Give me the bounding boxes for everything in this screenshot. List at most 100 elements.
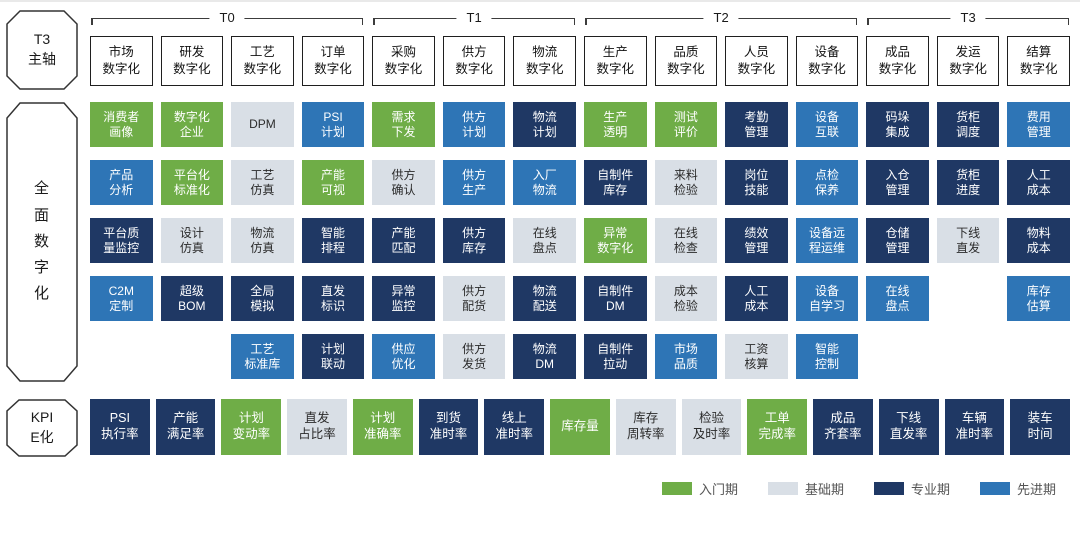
capability-cell: 供方 确认 [372, 160, 435, 205]
capability-cell: 设备 自学习 [795, 276, 859, 321]
kpi-cell: 车辆 准时率 [944, 399, 1005, 455]
capability-cell: 自制件 库存 [584, 160, 647, 205]
capability-cell: 码垛 集成 [866, 102, 929, 147]
capability-cell: 超级 BOM [160, 276, 224, 321]
legend-item: 专业期 [873, 479, 950, 498]
capability-cell: 人工 成本 [1007, 160, 1070, 205]
capability-cell: 数字化 企业 [160, 102, 224, 147]
kpi-cell: 产能 满足率 [155, 399, 216, 455]
capability-cell: 物流 配送 [513, 276, 576, 321]
capability-cell: 直发 标识 [301, 276, 365, 321]
legend-label: 专业期 [910, 482, 950, 497]
kpi-cell: 计划 准确率 [352, 399, 413, 455]
column-header: 市场 数字化 [90, 36, 153, 86]
column-header: 人员 数字化 [725, 36, 788, 86]
phase-label: T1 [456, 10, 492, 25]
column-header: 设备 数字化 [795, 36, 859, 86]
kpi-cell: 直发 占比率 [287, 399, 347, 455]
capability-cell: 平台质 量监控 [90, 218, 153, 263]
capability-cell: DPM [231, 102, 294, 147]
capability-cell: 智能 控制 [795, 334, 859, 379]
capability-cell: 供应 优化 [372, 334, 435, 379]
capability-cell: 计划 联动 [301, 334, 365, 379]
capability-cell: 生产 透明 [584, 102, 647, 147]
capability-cell: 在线 盘点 [513, 218, 576, 263]
column-header: 品质 数字化 [654, 36, 718, 86]
full-digitalization-label: 全 面 数 字 化 [33, 180, 50, 303]
octagon-shape [6, 10, 78, 90]
legend-swatch-basic [767, 482, 798, 495]
capability-cell: C2M 定制 [90, 276, 153, 321]
column-header: 研发 数字化 [160, 36, 224, 86]
capability-cell: 成本 检验 [654, 276, 718, 321]
capability-cell: 下线 直发 [936, 218, 1000, 263]
capability-cell: 供方 生产 [442, 160, 506, 205]
capability-cell: 智能 排程 [301, 218, 365, 263]
capability-cell: 点检 保养 [795, 160, 859, 205]
capability-cell: 消费者 画像 [90, 102, 153, 147]
capability-cell: 物流 仿真 [231, 218, 294, 263]
capability-cell: 自制件 DM [584, 276, 647, 321]
column-header-row: 市场 数字化 研发 数字化 工艺 数字化 订单 数字化 采购 数字化 供方 数字化 物流 数… [90, 36, 1070, 86]
column-header: 供方 数字化 [442, 36, 506, 86]
column-header: 工艺 数字化 [231, 36, 294, 86]
capability-cell: 供方 库存 [442, 218, 506, 263]
capability-cell: 考勤 管理 [725, 102, 788, 147]
capability-cell: 物料 成本 [1007, 218, 1070, 263]
maturity-legend: 入门期 基础期 专业期 先进期 [90, 479, 1070, 498]
capability-cell: 异常 数字化 [584, 218, 647, 263]
capability-cell: 来料 检验 [654, 160, 718, 205]
capability-cell: 市场 品质 [654, 334, 718, 379]
legend-item: 先进期 [979, 479, 1056, 498]
capability-cell: 产能 可视 [301, 160, 365, 205]
capability-cell: 工艺 标准库 [231, 334, 294, 379]
phase-bracket-t0: T0 [90, 8, 364, 28]
capability-cell: 全局 模拟 [231, 276, 294, 321]
capability-cell: PSI 计划 [301, 102, 365, 147]
capability-cell: 设备 互联 [795, 102, 859, 147]
legend-label: 基础期 [804, 482, 844, 497]
capability-cell: 货柜 调度 [936, 102, 1000, 147]
phase-label: T0 [209, 10, 245, 25]
kpi-cell: 库存 周转率 [615, 399, 676, 455]
capability-cell: 需求 下发 [372, 102, 435, 147]
capability-grid: 消费者 画像 数字化 企业 DPM PSI 计划 需求 下发 供方 计划 物流 计划 生产 透… [90, 102, 1070, 379]
phase-label: T2 [703, 10, 739, 25]
kpi-cell: PSI 执行率 [90, 399, 150, 455]
phase-bracket-t3: T3 [866, 8, 1070, 28]
capability-cell: 供方 配货 [442, 276, 506, 321]
column-header: 物流 数字化 [513, 36, 576, 86]
column-header: 订单 数字化 [301, 36, 365, 86]
kpi-cell: 计划 变动率 [221, 399, 282, 455]
capability-cell: 设计 仿真 [160, 218, 224, 263]
legend-swatch-professional [873, 482, 904, 495]
phase-bracket-t1: T1 [372, 8, 576, 28]
legend-swatch-entry [661, 482, 692, 495]
column-header: 生产 数字化 [584, 36, 647, 86]
t3-axis-label: T3 主轴 [28, 31, 56, 67]
capability-cell: 绩效 管理 [725, 218, 788, 263]
capability-cell: 在线 盘点 [866, 276, 929, 321]
legend-label: 入门期 [698, 482, 738, 497]
legend-item: 基础期 [767, 479, 844, 498]
sidebar-octagon-t3-axis: T3 主轴 [6, 10, 78, 90]
capability-cell: 仓储 管理 [866, 218, 929, 263]
capability-cell: 入仓 管理 [866, 160, 929, 205]
kpi-row: PSI 执行率 产能 满足率 计划 变动率 直发 占比率 计划 准确率 到货 准时率 线上 … [90, 399, 1070, 455]
capability-cell: 费用 管理 [1007, 102, 1070, 147]
kpi-cell: 工单 完成率 [747, 399, 808, 455]
kpi-label: KPI E化 [30, 409, 54, 445]
column-header: 采购 数字化 [372, 36, 435, 86]
octagon-shape [6, 102, 78, 382]
kpi-cell: 线上 准时率 [484, 399, 545, 455]
kpi-cell: 成品 齐套率 [813, 399, 873, 455]
column-header: 成品 数字化 [866, 36, 929, 86]
capability-cell: 岗位 技能 [725, 160, 788, 205]
phase-bracket-row: T0 T1 T2 T3 [90, 8, 1070, 28]
legend-item: 入门期 [661, 479, 738, 498]
capability-cell: 工资 核算 [725, 334, 788, 379]
capability-cell: 异常 监控 [372, 276, 435, 321]
legend-swatch-advanced [979, 482, 1010, 495]
kpi-cell: 库存量 [550, 399, 610, 455]
